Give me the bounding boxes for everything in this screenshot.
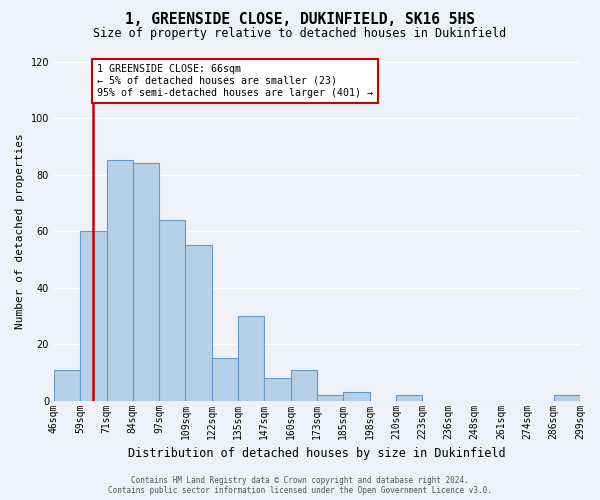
Text: 1, GREENSIDE CLOSE, DUKINFIELD, SK16 5HS: 1, GREENSIDE CLOSE, DUKINFIELD, SK16 5HS	[125, 12, 475, 28]
Bar	[396, 395, 422, 400]
Bar	[343, 392, 370, 400]
Text: 1 GREENSIDE CLOSE: 66sqm
← 5% of detached houses are smaller (23)
95% of semi-de: 1 GREENSIDE CLOSE: 66sqm ← 5% of detache…	[97, 64, 373, 98]
Bar	[238, 316, 265, 400]
Bar	[554, 395, 580, 400]
Text: Contains HM Land Registry data © Crown copyright and database right 2024.
Contai: Contains HM Land Registry data © Crown c…	[108, 476, 492, 495]
Bar	[185, 245, 212, 400]
X-axis label: Distribution of detached houses by size in Dukinfield: Distribution of detached houses by size …	[128, 447, 506, 460]
Bar	[290, 370, 317, 400]
Bar	[317, 395, 343, 400]
Bar	[212, 358, 238, 401]
Text: Size of property relative to detached houses in Dukinfield: Size of property relative to detached ho…	[94, 28, 506, 40]
Bar	[265, 378, 290, 400]
Y-axis label: Number of detached properties: Number of detached properties	[15, 133, 25, 329]
Bar	[80, 231, 107, 400]
Bar	[107, 160, 133, 400]
Bar	[159, 220, 185, 400]
Bar	[133, 163, 159, 400]
Bar	[54, 370, 80, 400]
